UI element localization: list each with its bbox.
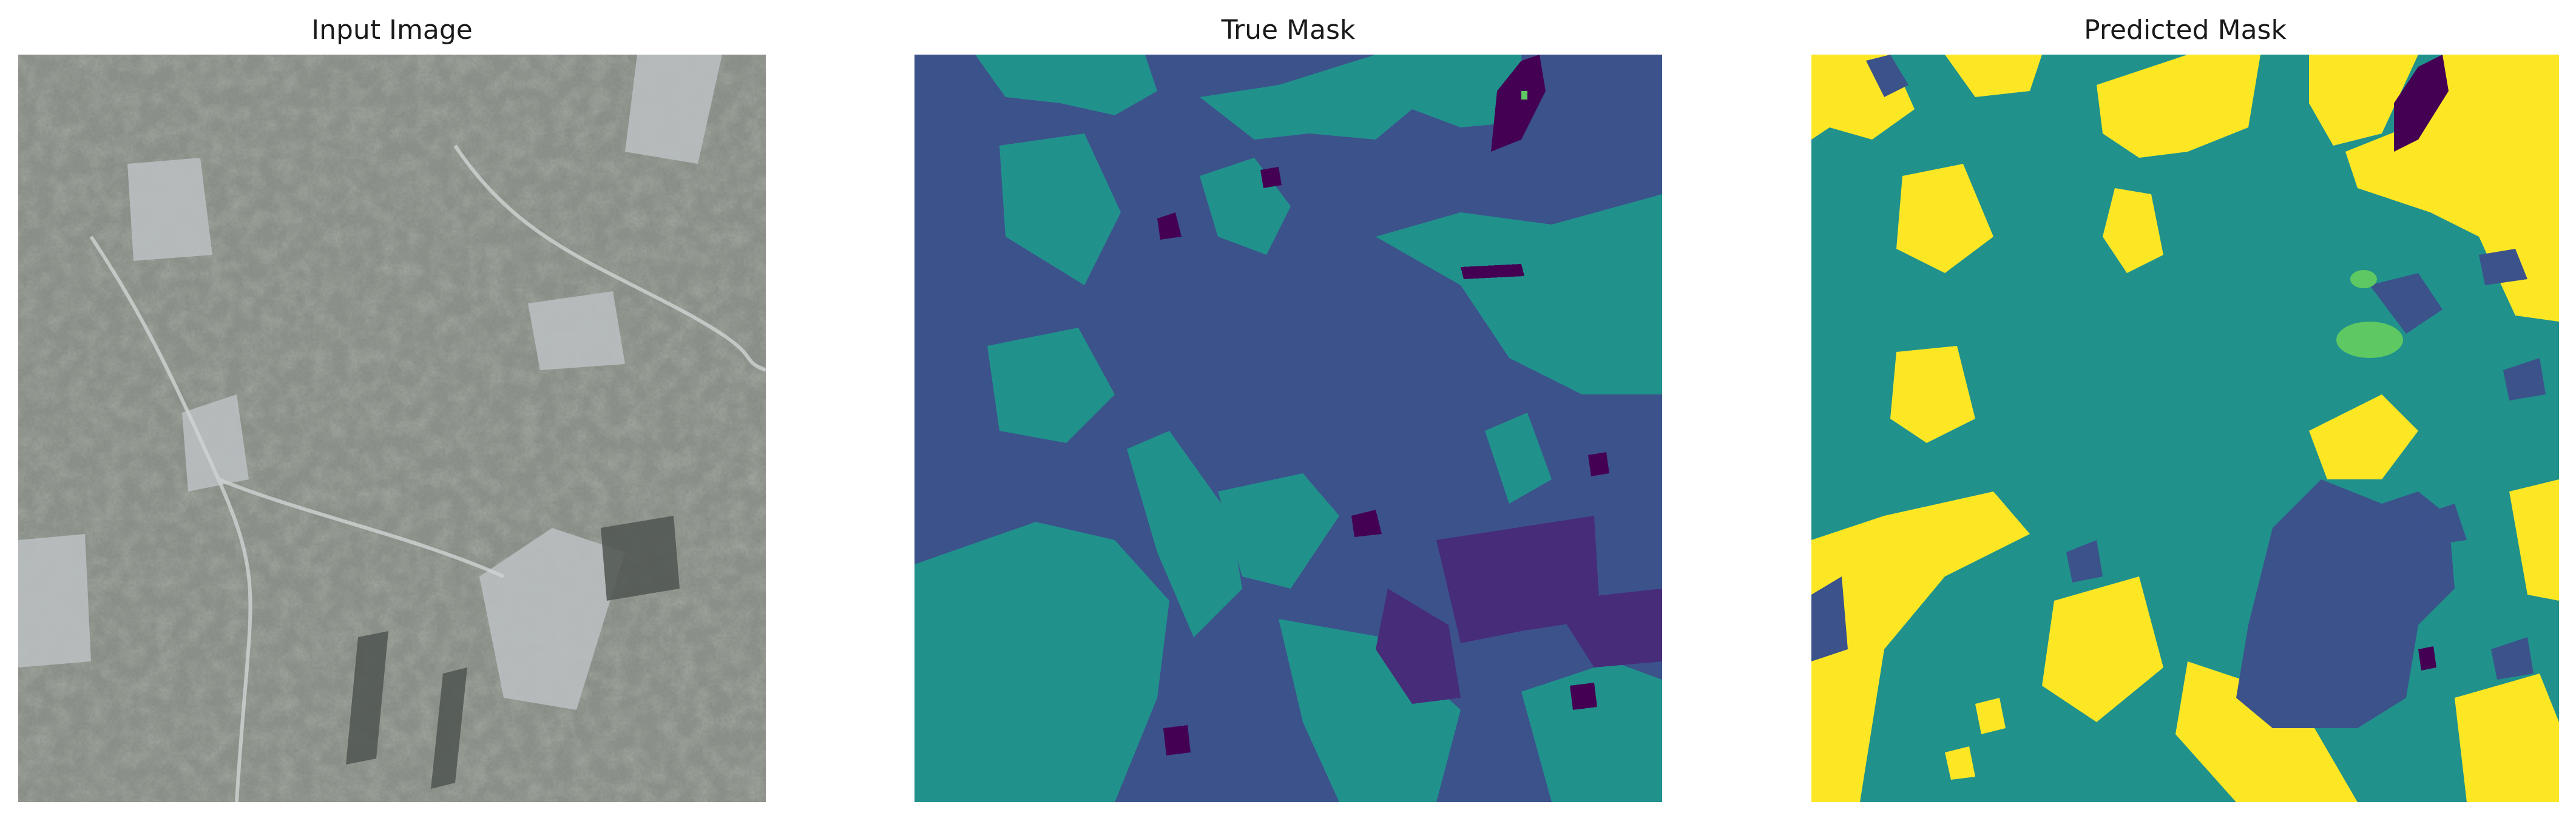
true-mask xyxy=(914,55,1662,802)
predicted-mask-panel: Predicted Mask xyxy=(1811,0,2559,821)
input-image xyxy=(18,55,766,802)
satellite-photo xyxy=(18,55,766,802)
input-image-panel: Input Image xyxy=(18,0,766,821)
predicted-mask xyxy=(1811,55,2559,802)
predicted-mask-image xyxy=(1811,55,2559,802)
true-mask-panel: True Mask xyxy=(914,0,1662,821)
true-mask-title: True Mask xyxy=(1221,15,1356,46)
predicted-mask-title: Predicted Mask xyxy=(2084,15,2287,46)
input-image-title: Input Image xyxy=(311,15,473,46)
true-mask-image xyxy=(914,55,1662,802)
